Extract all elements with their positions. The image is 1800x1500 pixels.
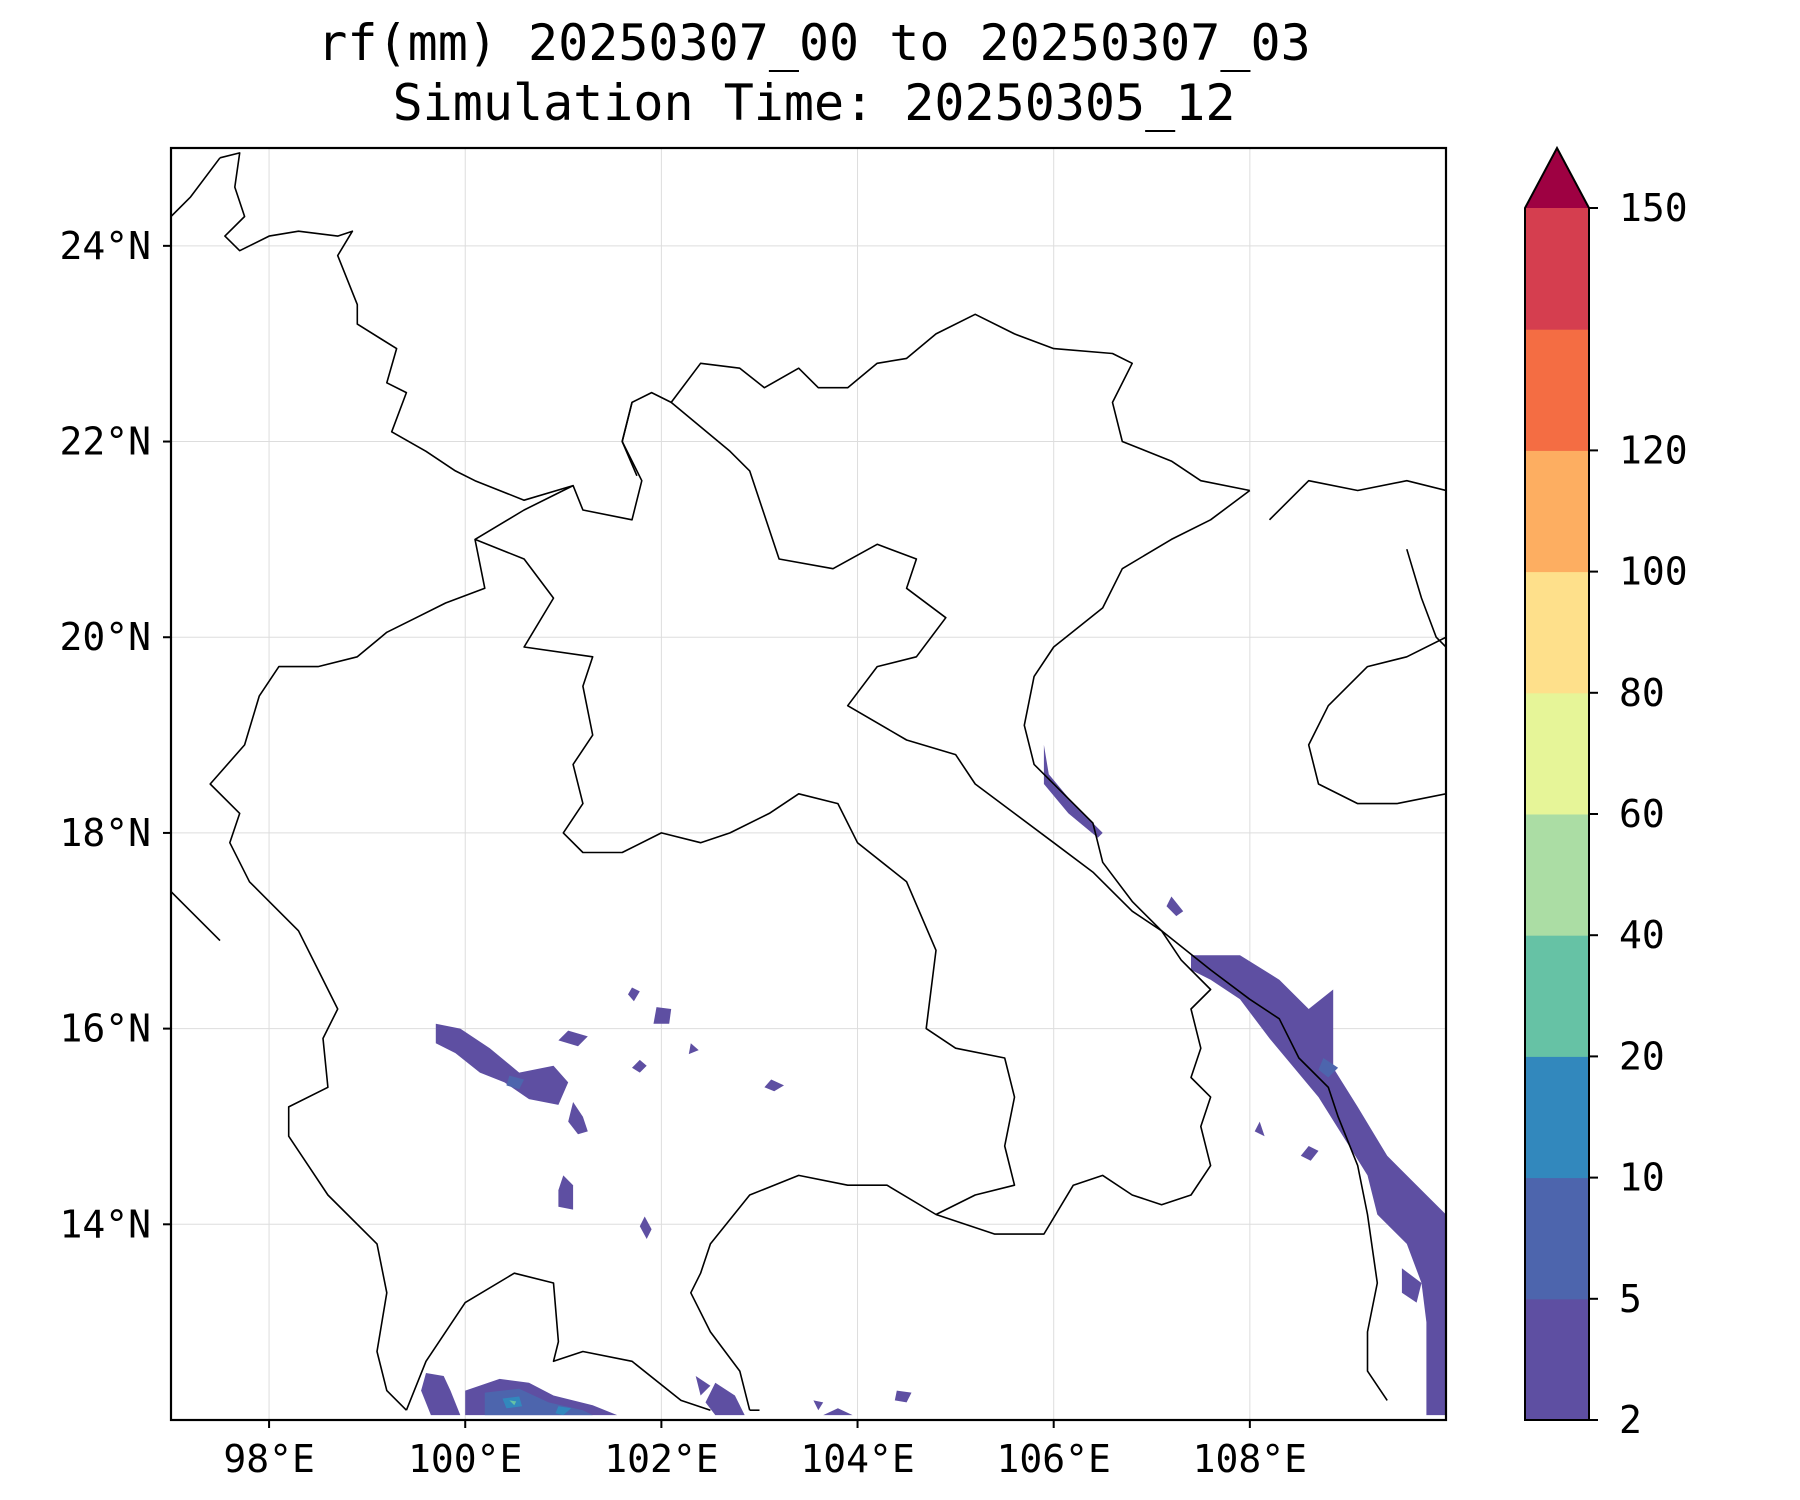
colorbar-segment [1525, 571, 1589, 694]
title-line-1: rf(mm) 20250307_00 to 20250307_03 [317, 14, 1310, 72]
rainfall-area-2mm [1191, 955, 1446, 1416]
colorbar-segment [1525, 1298, 1589, 1421]
rainfall-area-2mm [688, 1043, 699, 1055]
colorbar-tick-label: 80 [1619, 671, 1665, 715]
boundary-line [670, 401, 1212, 1411]
colorbar-tick-label: 5 [1619, 1277, 1642, 1321]
boundary-line [474, 538, 1016, 1216]
rainfall-area-5mm [506, 1075, 525, 1090]
rainfall-area-20mm [509, 1400, 517, 1406]
longitude-ticks: 98°E 100°E 102°E 104°E 106°E 108°E [223, 1420, 1307, 1481]
rainfall-area-2mm [421, 1373, 461, 1416]
lat-tick-label: 18°N [59, 811, 151, 855]
colorbar-tick-label: 2 [1619, 1398, 1642, 1442]
rainfall-area-2mm [1300, 1146, 1319, 1161]
boundary-line [171, 157, 221, 218]
boundary-line [1023, 489, 1388, 1401]
boundary-line [171, 891, 221, 942]
lon-tick-label: 100°E [408, 1437, 522, 1481]
rainfall-area-2mm [823, 1408, 853, 1416]
rainfall-area-5mm [1318, 1058, 1339, 1078]
boundary-line [209, 484, 574, 1411]
boundary-line [1268, 479, 1446, 521]
colorbar-segment [1525, 814, 1589, 936]
colorbar-segment [1525, 1056, 1589, 1179]
colorbar-segment [1525, 208, 1589, 330]
colorbar-tick-label: 100 [1619, 550, 1688, 594]
boundary-line [219, 152, 1250, 521]
colorbar-segment [1525, 450, 1589, 573]
colorbar-outline [1524, 145, 1590, 1421]
rainfall-area-2mm [705, 1382, 745, 1416]
lat-tick-label: 20°N [59, 615, 151, 659]
lat-tick-label: 24°N [59, 224, 151, 268]
rainfall-area-2mm [695, 1376, 711, 1396]
lon-tick-label: 98°E [223, 1437, 315, 1481]
boundary-line [621, 402, 638, 477]
lon-tick-label: 108°E [1193, 1437, 1307, 1481]
colorbar-tick-label: 120 [1619, 428, 1688, 472]
rainfall-area-2mm [764, 1079, 784, 1092]
latitude-ticks: 14°N 16°N 18°N 20°N 22°N 24°N [59, 224, 171, 1246]
rainfall-area-2mm [1254, 1121, 1265, 1137]
colorbar-segment [1525, 1177, 1589, 1300]
rainfall-area-2mm [632, 1059, 647, 1073]
map-frame [169, 146, 1448, 1422]
rainfall-area-2mm [639, 1216, 652, 1239]
colorbar-segment [1525, 329, 1589, 451]
rainfall-area-2mm [435, 1023, 569, 1105]
lon-tick-label: 102°E [604, 1437, 718, 1481]
rainfall-area-2mm [894, 1390, 912, 1403]
rainfall-area-2mm [558, 1030, 588, 1047]
colorbar-tick-label: 150 [1619, 186, 1688, 230]
rainfall-area-2mm [1166, 896, 1184, 917]
rainfall-area-2mm [813, 1400, 824, 1411]
country-borders [171, 152, 1446, 1411]
map-panel: 98°E 100°E 102°E 104°E 106°E 108°E 14°N 16°N 18… [59, 146, 1448, 1481]
title-line-2: Simulation Time: 20250305_12 [393, 74, 1236, 132]
rainfall-area-2mm [1043, 744, 1103, 838]
rainfall-area-2mm [568, 1102, 588, 1135]
colorbar-segment [1525, 935, 1589, 1057]
lon-tick-label: 106°E [996, 1437, 1110, 1481]
rainfall-contours [421, 744, 1446, 1416]
colorbar-extend-arrow [1525, 148, 1589, 208]
colorbar-tick-label: 60 [1619, 792, 1665, 836]
rainfall-area-2mm [653, 1007, 672, 1024]
colorbar-tick-label: 20 [1619, 1034, 1665, 1078]
lon-tick-label: 104°E [800, 1437, 914, 1481]
boundary-line [1307, 636, 1446, 805]
rainfall-area-2mm [558, 1175, 574, 1210]
rainfall-area-2mm [1401, 1268, 1422, 1303]
rainfall-area-2mm [628, 987, 640, 1002]
lat-tick-label: 16°N [59, 1007, 151, 1051]
boundary-line [1406, 548, 1446, 648]
lat-tick-label: 22°N [59, 420, 151, 464]
lat-tick-label: 14°N [59, 1202, 151, 1246]
rainfall-area-10mm [555, 1406, 572, 1416]
boundary-line [405, 1272, 711, 1411]
colorbar-tick-label: 10 [1619, 1156, 1665, 1200]
colorbar-segment [1525, 692, 1589, 815]
colorbar: 2 5 10 20 40 60 80 100 120 150 [1524, 145, 1688, 1442]
colorbar-tick-label: 40 [1619, 913, 1665, 957]
